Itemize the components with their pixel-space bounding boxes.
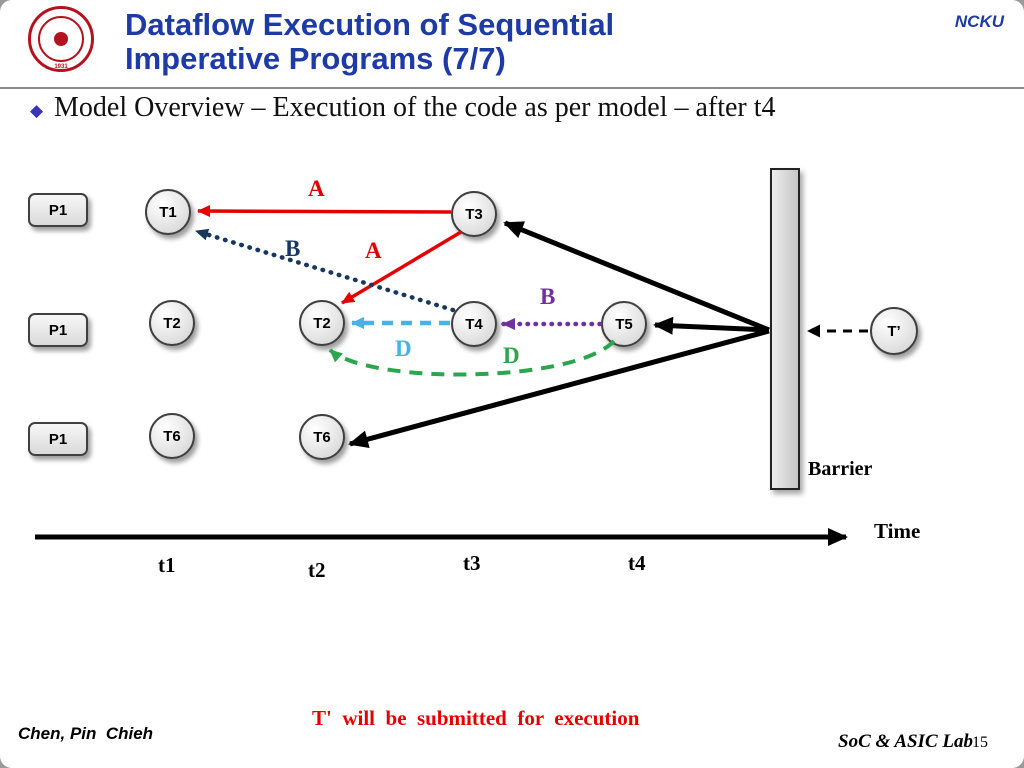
barrier-label: Barrier: [808, 458, 873, 480]
arrow-b-t4-to-t1: [193, 228, 456, 313]
bullet-text: Model Overview – Execution of the code a…: [54, 92, 776, 123]
arrow-barrier-to-t6: [348, 328, 770, 449]
header-divider: [0, 87, 1024, 89]
edge-label-d-green: D: [503, 343, 520, 368]
arrow-a-t3-to-t1: [197, 205, 452, 218]
task-node-t6-col1: T6: [149, 413, 195, 459]
processor-box-2: P1: [28, 313, 88, 347]
slide-title: Dataflow Execution of Sequential Imperat…: [125, 8, 614, 76]
task-label: T2: [313, 314, 331, 332]
task-label: T6: [163, 427, 181, 445]
execution-note: T' will be submitted for execution after…: [312, 641, 659, 768]
task-label: T5: [615, 315, 633, 333]
processor-label: P1: [48, 430, 68, 448]
edge-label-a-top: A: [308, 176, 325, 201]
task-label: T2: [163, 314, 181, 332]
task-node-t2-col2: T2: [299, 300, 345, 346]
slide-title-line2: Imperative Programs (7/7): [125, 41, 506, 76]
brand-text: NCKU: [954, 12, 1004, 31]
arrow-a-t3-to-t2: [341, 230, 462, 305]
task-label: T’: [887, 322, 901, 340]
task-node-t4: T4: [451, 301, 497, 347]
tick-t4: t4: [628, 551, 646, 575]
processor-label: P1: [48, 201, 68, 219]
slide-title-line1: Dataflow Execution of Sequential: [125, 7, 615, 42]
ncku-logo-core: [54, 32, 68, 46]
barrier-bar: [770, 168, 800, 490]
arrow-barrier-to-t5: [653, 316, 770, 335]
page-number: 15: [972, 734, 988, 751]
processor-label: P1: [48, 321, 68, 339]
edge-label-d-cyan: D: [395, 336, 412, 361]
ncku-logo-inner-ring: [38, 16, 84, 62]
task-label: T6: [313, 428, 331, 446]
edge-label-a-mid: A: [365, 238, 382, 263]
edge-label-b-navy: B: [285, 236, 301, 261]
task-label: T1: [159, 203, 177, 221]
author-name: Chen, Pin Chieh: [18, 724, 154, 743]
edge-label-b-purple: B: [540, 284, 556, 309]
tick-t3: t3: [463, 551, 481, 575]
time-axis-label: Time: [874, 519, 921, 543]
task-node-t5: T5: [601, 301, 647, 347]
bullet-diamond-icon: ◆: [30, 101, 44, 120]
processor-box-3: P1: [28, 422, 88, 456]
ncku-logo-icon: 1931: [28, 6, 94, 72]
ncku-logo-year: 1931: [54, 64, 68, 70]
task-label: T3: [465, 205, 483, 223]
tick-t1: t1: [158, 553, 176, 577]
tick-t2: t2: [308, 558, 326, 582]
task-node-t3: T3: [451, 191, 497, 237]
execution-note-line1: T' will be submitted for execution: [312, 706, 640, 730]
task-node-t6-col2: T6: [299, 414, 345, 460]
task-label: T4: [465, 315, 483, 333]
task-node-t1: T1: [145, 189, 191, 235]
lab-name: SoC & ASIC Lab: [838, 731, 973, 752]
task-node-t2-col1: T2: [149, 300, 195, 346]
processor-box-1: P1: [28, 193, 88, 227]
task-node-tprime: T’: [870, 307, 918, 355]
